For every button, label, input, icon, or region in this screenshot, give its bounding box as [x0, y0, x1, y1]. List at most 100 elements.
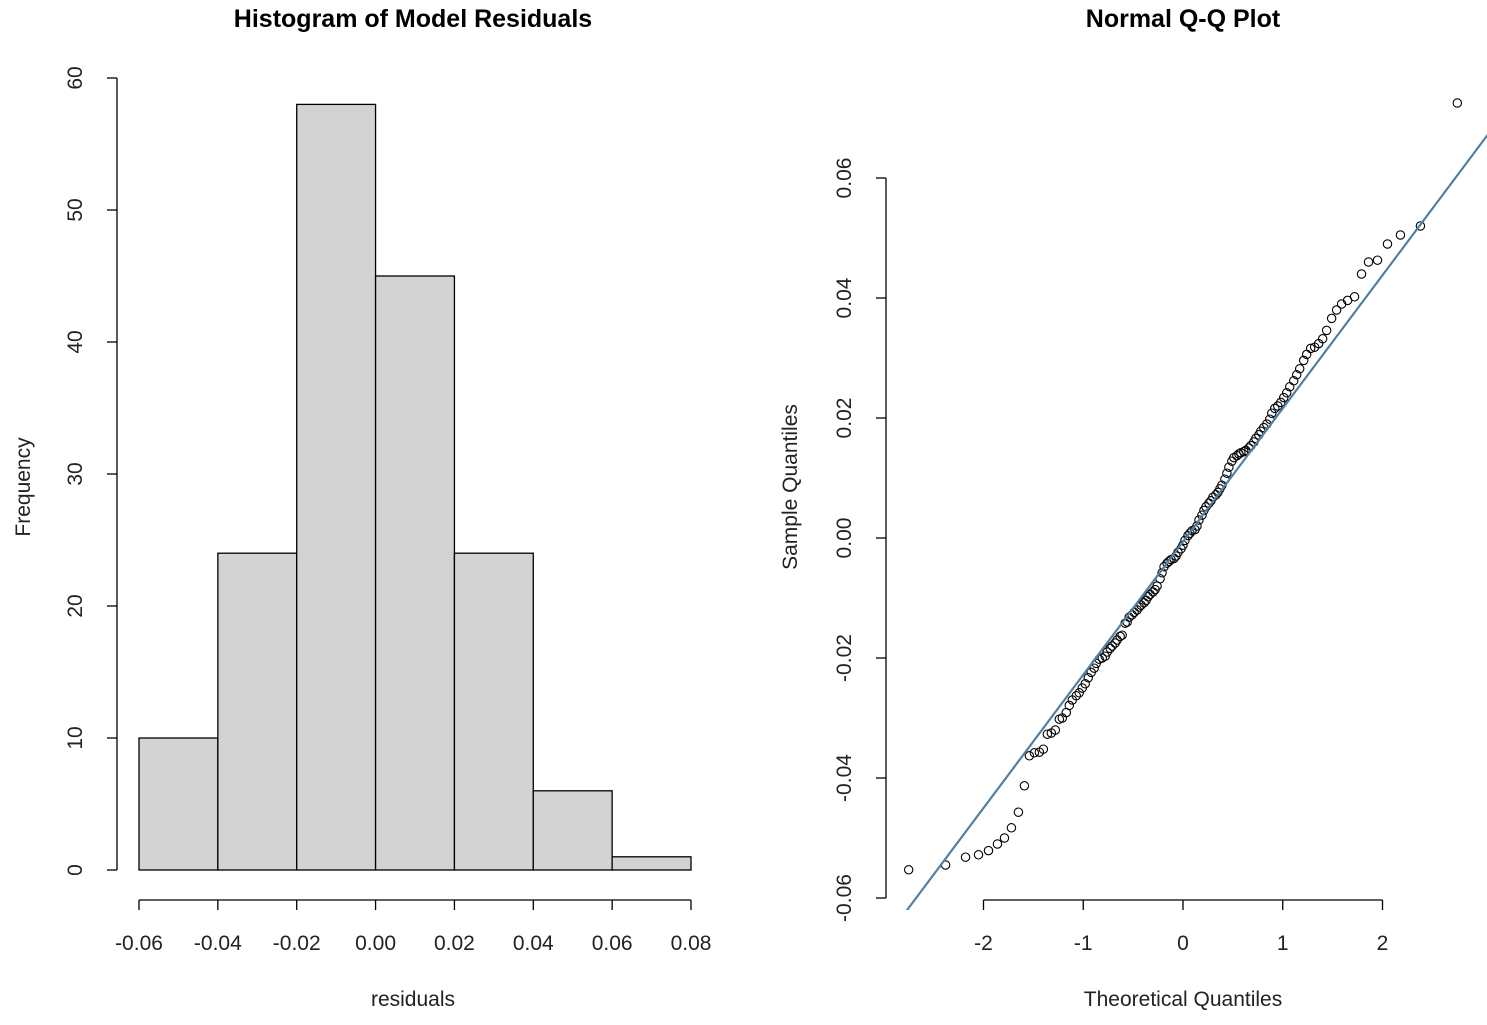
qq-point	[1239, 446, 1249, 457]
qq-point	[992, 839, 1003, 849]
histogram-bar	[138, 737, 219, 871]
qq-point	[1372, 255, 1383, 265]
qq-point	[1089, 663, 1099, 673]
qq-point	[999, 833, 1010, 843]
histogram-y-tick-label: 20	[64, 594, 87, 617]
qq-point	[1317, 334, 1328, 344]
qq-point	[1224, 462, 1234, 472]
qq-y-tick-label: -0.02	[833, 634, 856, 682]
qq-y-tick-label: -0.04	[833, 754, 856, 802]
histogram-y-tick-label: 30	[64, 462, 87, 485]
qq-point	[1349, 292, 1360, 302]
histogram-x-tick-label: 0.06	[592, 932, 633, 955]
qq-point	[1080, 679, 1090, 689]
histogram-x-tick-label: -0.04	[194, 932, 242, 955]
qq-point	[973, 850, 984, 860]
qq-point	[1278, 392, 1289, 403]
histogram-y-tick-label: 0	[64, 864, 87, 876]
qq-point	[1395, 230, 1406, 240]
qq-point	[1042, 729, 1053, 739]
qq-x-tick-label: -1	[1074, 932, 1093, 955]
qq-point	[1281, 388, 1292, 398]
qq-point	[1270, 403, 1280, 414]
qq-point	[1074, 688, 1085, 698]
qq-point	[1229, 452, 1239, 463]
qq-point	[1326, 313, 1337, 324]
qq-x-axis: -2 -1 0 1 2	[974, 899, 1389, 955]
qq-point	[1197, 510, 1207, 520]
qq-point	[1356, 269, 1367, 279]
qq-point	[1276, 397, 1286, 408]
qq-point	[1185, 528, 1195, 538]
histogram-panel: Histogram of Model Residuals -0.06 -0.04 -…	[12, 5, 711, 1011]
qq-point	[1222, 468, 1232, 478]
qq-point	[983, 845, 994, 856]
qq-title: Normal Q-Q Plot	[1086, 5, 1281, 33]
qq-point	[1415, 221, 1426, 231]
qq-point	[1024, 751, 1035, 761]
qq-point	[1013, 807, 1024, 817]
histogram-x-tick-label: -0.06	[115, 932, 163, 955]
qq-point	[1267, 408, 1277, 418]
qq-point	[1115, 631, 1125, 642]
qq-point	[1117, 630, 1127, 640]
qq-x-tick-label: -2	[974, 932, 993, 955]
histogram-x-tick-label: 0.08	[671, 932, 712, 955]
histogram-y-label: Frequency	[12, 437, 35, 537]
qq-point	[1294, 364, 1305, 374]
histogram-x-axis: -0.06 -0.04 -0.02 0.00 0.02 0.04 0.06 0.08	[115, 899, 712, 955]
qq-x-tick-label: 0	[1177, 932, 1189, 955]
histogram-x-label: residuals	[371, 988, 455, 1011]
qq-point	[1180, 535, 1190, 546]
qq-y-label: Sample Quantiles	[779, 404, 802, 570]
qq-point	[1452, 98, 1463, 108]
histogram-bar	[611, 856, 692, 871]
qq-point	[1363, 257, 1374, 267]
qq-point	[1064, 700, 1075, 711]
qq-point	[1105, 643, 1115, 654]
qq-point	[1382, 239, 1393, 249]
qq-y-tick-label: 0.04	[833, 277, 856, 318]
qq-point	[1194, 515, 1204, 525]
histogram-title: Histogram of Model Residuals	[234, 5, 592, 33]
qq-point	[1145, 589, 1155, 600]
qq-point	[1291, 370, 1302, 380]
qq-point	[1110, 638, 1120, 648]
qq-point	[1305, 343, 1316, 354]
qq-y-tick-label: -0.06	[833, 874, 856, 922]
histogram-bars	[138, 103, 692, 871]
qq-point	[1143, 592, 1153, 602]
qq-y-tick-label: 0.06	[833, 158, 856, 199]
histogram-x-tick-label: 0.02	[434, 932, 475, 955]
qq-point	[1298, 355, 1309, 366]
histogram-bar	[453, 552, 534, 871]
qq-point	[1097, 653, 1107, 663]
qq-point	[1038, 744, 1049, 754]
qq-point	[1107, 641, 1117, 651]
histogram-x-tick-label: 0.04	[513, 932, 554, 955]
qq-point	[1083, 673, 1093, 683]
qq-point	[1019, 781, 1030, 791]
qq-reference-line	[905, 133, 1487, 910]
histogram-bar	[374, 275, 456, 871]
qq-points	[903, 98, 1463, 875]
qq-point	[1050, 725, 1061, 735]
qq-point	[1321, 325, 1332, 336]
histogram-bar	[532, 790, 613, 871]
qq-point	[1071, 691, 1082, 701]
histogram-y-tick-label: 50	[64, 198, 87, 221]
histogram-y-tick-label: 60	[64, 66, 87, 89]
qq-y-tick-label: 0.02	[833, 398, 856, 439]
qq-point	[903, 865, 914, 875]
qq-point	[1006, 823, 1017, 833]
qq-x-label: Theoretical Quantiles	[1084, 988, 1282, 1011]
qq-reference-line-group	[905, 133, 1487, 910]
qq-x-tick-label: 2	[1377, 932, 1389, 955]
qq-y-tick-label: 0.00	[833, 518, 856, 559]
qq-x-tick-label: 1	[1277, 932, 1289, 955]
qq-point	[1288, 376, 1299, 386]
histogram-x-tick-label: -0.02	[273, 932, 321, 955]
histogram-bar	[217, 552, 298, 871]
